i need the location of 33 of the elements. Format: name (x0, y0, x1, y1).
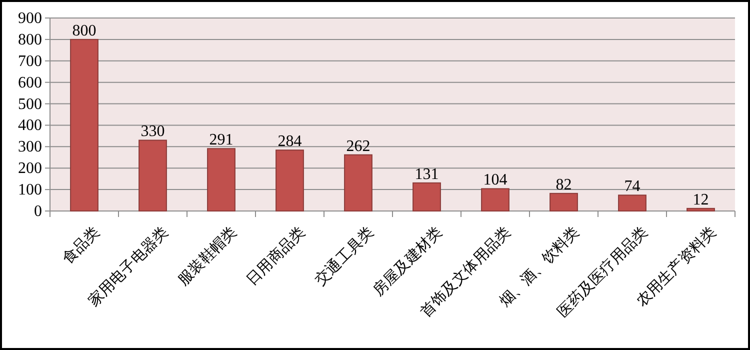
bar (70, 38, 98, 212)
data-label: 262 (346, 138, 370, 155)
bar (618, 194, 646, 212)
y-tick-label: 900 (18, 10, 42, 27)
x-tick-label: 食品类 (58, 223, 103, 268)
x-tick-label: 日用商品类 (242, 223, 308, 289)
data-label: 131 (414, 166, 439, 183)
y-tick-label: 200 (18, 160, 42, 178)
x-tick-label: 服装鞋帽类 (174, 223, 240, 289)
y-tick-label: 500 (18, 96, 42, 113)
data-label: 800 (72, 22, 96, 40)
data-label: 12 (692, 191, 709, 208)
bar (344, 154, 372, 212)
y-tick-label: 700 (18, 52, 42, 70)
bar (481, 188, 510, 212)
data-label: 82 (556, 176, 572, 194)
data-label: 284 (278, 133, 302, 150)
y-tick-label: 400 (18, 117, 42, 134)
y-tick-label: 0 (34, 203, 42, 220)
y-tick-label: 300 (18, 138, 42, 156)
bar (207, 148, 236, 212)
y-tick-label: 100 (18, 182, 42, 199)
data-label: 330 (140, 123, 165, 140)
y-tick-label: 800 (18, 31, 42, 48)
y-tick-label: 600 (18, 74, 42, 92)
bar (138, 140, 167, 212)
bar (550, 192, 578, 212)
data-label: 291 (209, 132, 234, 149)
bar (276, 150, 304, 212)
bar (412, 182, 441, 212)
bar (686, 208, 715, 212)
data-label: 74 (624, 178, 640, 196)
data-label: 104 (483, 172, 508, 189)
